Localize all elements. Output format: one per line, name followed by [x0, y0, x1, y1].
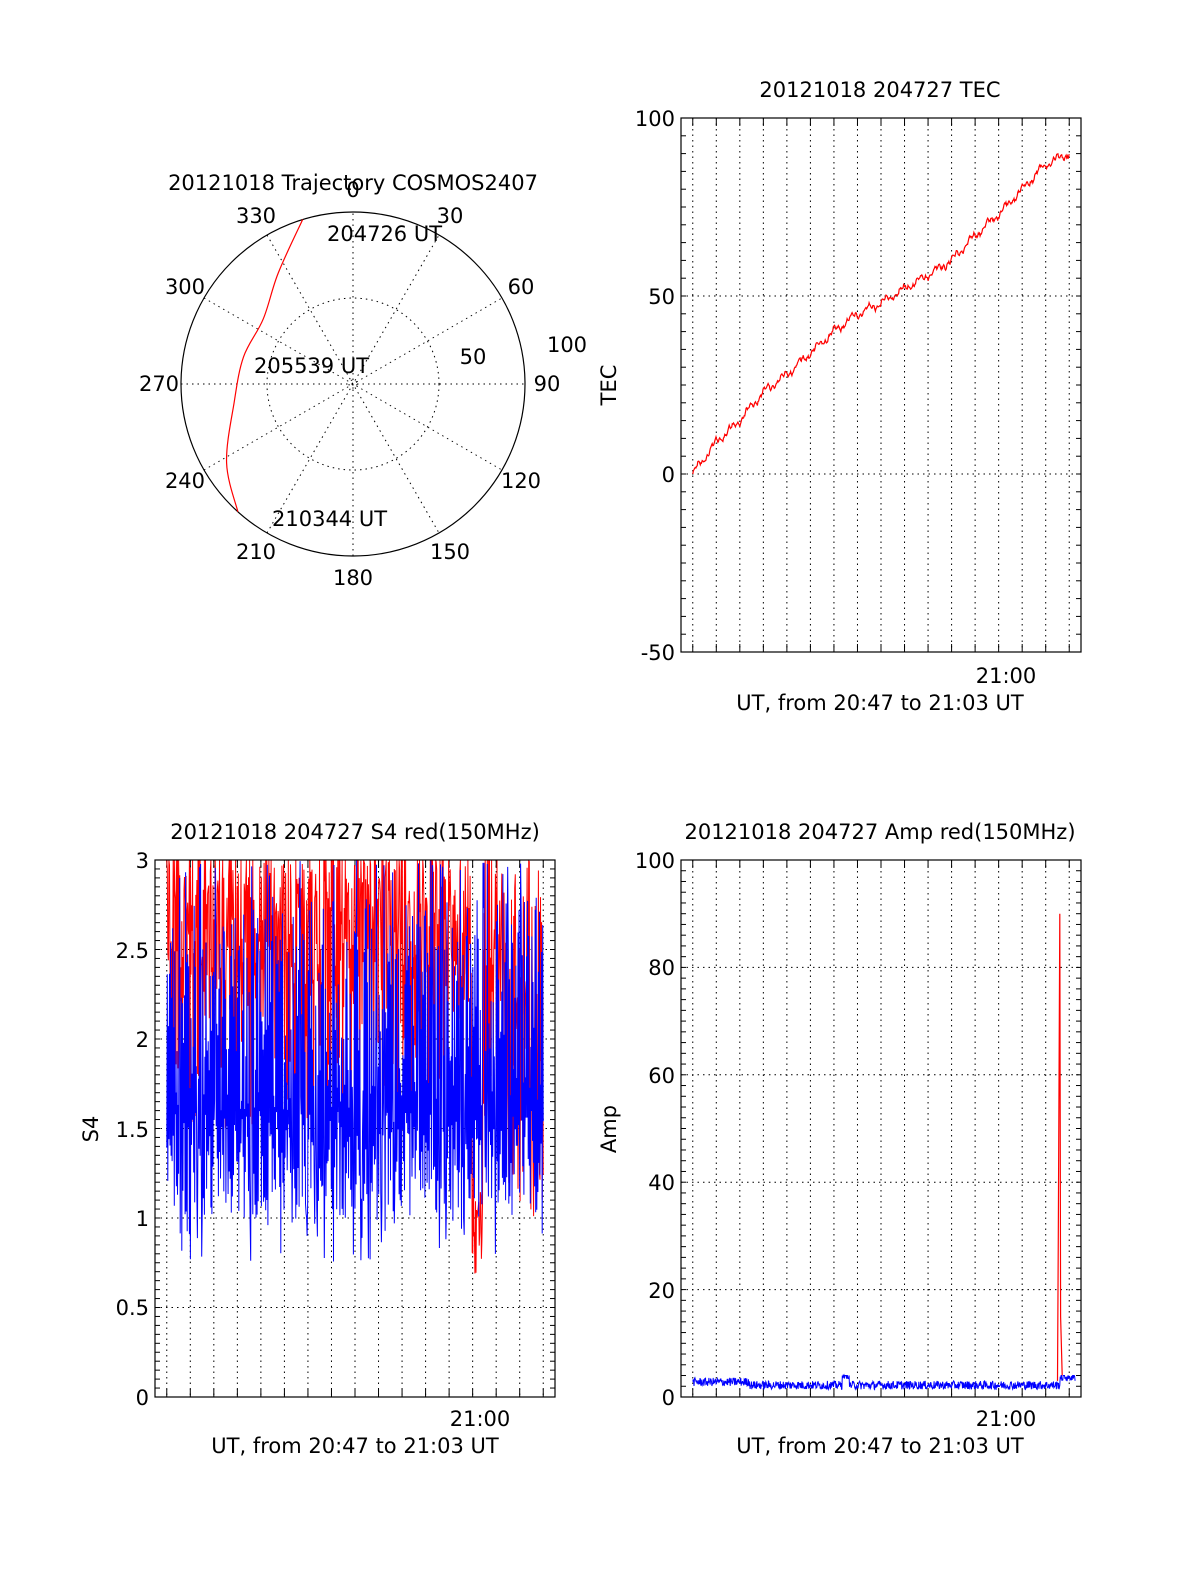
polar-angle-label: 240 — [165, 469, 205, 493]
radius-label-100: 100 — [547, 333, 587, 357]
amp-ytick-label: 40 — [648, 1171, 675, 1195]
amp-y-axis-label: Amp — [597, 1105, 621, 1153]
s4-title: 20121018 204727 S4 red(150MHz) — [170, 820, 540, 844]
s4-chart: 20121018 204727 S4 red(150MHz) 3 2.5 2 1… — [79, 820, 556, 1458]
polar-angle-label: 30 — [437, 204, 464, 228]
s4-xtick-label: 21:00 — [450, 1407, 511, 1431]
s4-x-axis-label: UT, from 20:47 to 21:03 UT — [211, 1434, 499, 1458]
polar-spoke — [266, 234, 440, 534]
amp-ytick-label: 0 — [662, 1386, 675, 1410]
s4-blue-series — [166, 860, 544, 1262]
polar-center-circle — [348, 379, 358, 389]
s4-y-tick-labels: 3 2.5 2 1.5 1 0.5 0 — [116, 849, 149, 1410]
annotation-start-time: 204726 UT — [327, 222, 442, 246]
polar-angle-label: 150 — [430, 540, 470, 564]
annotation-end-time: 210344 UT — [272, 507, 387, 531]
polar-angle-label: 120 — [501, 469, 541, 493]
tec-grid — [681, 117, 1081, 653]
s4-ytick-label: 1 — [136, 1207, 149, 1231]
amp-x-axis-label: UT, from 20:47 to 21:03 UT — [736, 1434, 1024, 1458]
s4-ytick-label: 0.5 — [116, 1296, 149, 1320]
s4-minor-ticks — [155, 859, 555, 1398]
s4-y-axis-label: S4 — [79, 1116, 103, 1143]
tec-xtick-label: 21:00 — [976, 664, 1037, 688]
polar-angle-label: 270 — [139, 372, 179, 396]
tec-chart: 20121018 204727 TEC 100 50 0 -50 21:00 U… — [597, 78, 1082, 715]
amp-y-tick-labels: 100 80 60 40 20 0 — [635, 849, 675, 1410]
tec-title: 20121018 204727 TEC — [759, 78, 1000, 102]
trajectory-chart: 20121018 Trajectory COSMOS2407 0 30 60 90 12… — [139, 171, 587, 590]
polar-angle-label: 210 — [236, 540, 276, 564]
tec-y-axis-label: TEC — [597, 365, 621, 407]
amp-grid — [681, 859, 1081, 1398]
tec-series-line — [692, 152, 1070, 475]
s4-red-series — [166, 859, 544, 1274]
polar-inner-circle — [266, 297, 440, 471]
tec-ytick-label: 100 — [635, 107, 675, 131]
s4-ytick-label: 2.5 — [116, 939, 149, 963]
amp-ytick-label: 20 — [648, 1279, 675, 1303]
radius-label-50: 50 — [460, 345, 487, 369]
polar-angle-labels: 0 30 60 90 120 150 180 210 240 270 300 330 — [139, 178, 560, 590]
polar-angle-label: 300 — [165, 275, 205, 299]
polar-angle-label: 90 — [534, 372, 561, 396]
polar-angle-label: 60 — [508, 275, 535, 299]
amp-chart: 20121018 204727 Amp red(150MHz) 100 80 6… — [597, 820, 1082, 1458]
polar-outer-circle — [180, 211, 526, 557]
s4-ytick-label: 0 — [136, 1386, 149, 1410]
s4-ytick-label: 2 — [136, 1028, 149, 1052]
amp-title: 20121018 204727 Amp red(150MHz) — [684, 820, 1075, 844]
tec-ytick-label: 50 — [648, 285, 675, 309]
trajectory-track — [225, 219, 304, 512]
trajectory-title: 20121018 Trajectory COSMOS2407 — [168, 171, 538, 195]
tec-plot-frame — [680, 117, 1082, 653]
tec-ytick-label: -50 — [641, 641, 675, 665]
amp-red-series — [1056, 913, 1063, 1381]
amp-ytick-label: 80 — [648, 956, 675, 980]
amp-minor-ticks — [681, 859, 1081, 1398]
tec-ytick-label: 0 — [662, 463, 675, 487]
polar-angle-label: 330 — [236, 204, 276, 228]
polar-angle-label: 180 — [333, 566, 373, 590]
polar-angle-label: 0 — [346, 178, 359, 202]
tec-x-axis-label: UT, from 20:47 to 21:03 UT — [736, 691, 1024, 715]
tec-y-tick-labels: 100 50 0 -50 — [635, 107, 675, 665]
tec-minor-ticks — [681, 117, 1081, 653]
annotation-mid-time: 205539 UT — [254, 354, 369, 378]
amp-xtick-label: 21:00 — [976, 1407, 1037, 1431]
s4-ytick-label: 1.5 — [116, 1118, 149, 1142]
polar-grid — [181, 212, 525, 556]
s4-plot-frame — [154, 859, 556, 1398]
amp-plot-frame — [680, 859, 1082, 1398]
amp-ytick-label: 60 — [648, 1064, 675, 1088]
amp-blue-series — [692, 1373, 1076, 1391]
s4-ytick-label: 3 — [136, 849, 149, 873]
amp-ytick-label: 100 — [635, 849, 675, 873]
